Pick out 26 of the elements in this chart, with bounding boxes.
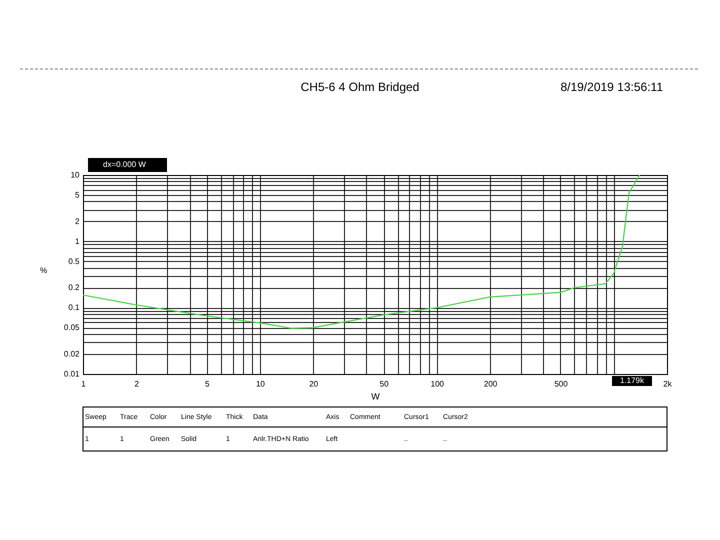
y-tick-label: 2 [75,216,80,226]
x-tick-label: 20 [309,380,319,388]
y-tick-label: 1 [75,236,80,246]
y-tick-label: 5 [75,190,80,200]
x-tick-label: 5 [204,380,210,388]
y-tick-label: 0.1 [68,303,80,312]
y-tick-label: 10 [70,170,80,180]
x-tick-label: 1 [81,380,86,388]
y-tick-label: 0.05 [64,323,80,332]
x-tick-label: 2k [663,380,673,388]
text: 1.179k [620,376,646,385]
y-tick-label: 0.01 [64,370,80,378]
chart-title: CH5-6 4 Ohm Bridged [300,80,420,94]
x-tick-label: 200 [484,380,498,388]
text: dx=0.000 W [103,160,146,169]
y-tick-label: 0.02 [64,350,80,359]
x-tick-label: 10 [256,380,266,388]
text: 8/19/2019 13:56:11 [560,80,664,94]
y-tick-label: 0.2 [68,283,80,292]
x-tick-label: 2 [134,380,140,388]
x-tick-label: 100 [430,380,445,388]
x-axis-title: W [371,392,380,402]
x-tick-label: 50 [380,380,390,388]
y-axis-title: % [40,266,48,275]
y-tick-label: 0.5 [68,256,80,266]
x-tick-label: 500 [554,380,568,388]
